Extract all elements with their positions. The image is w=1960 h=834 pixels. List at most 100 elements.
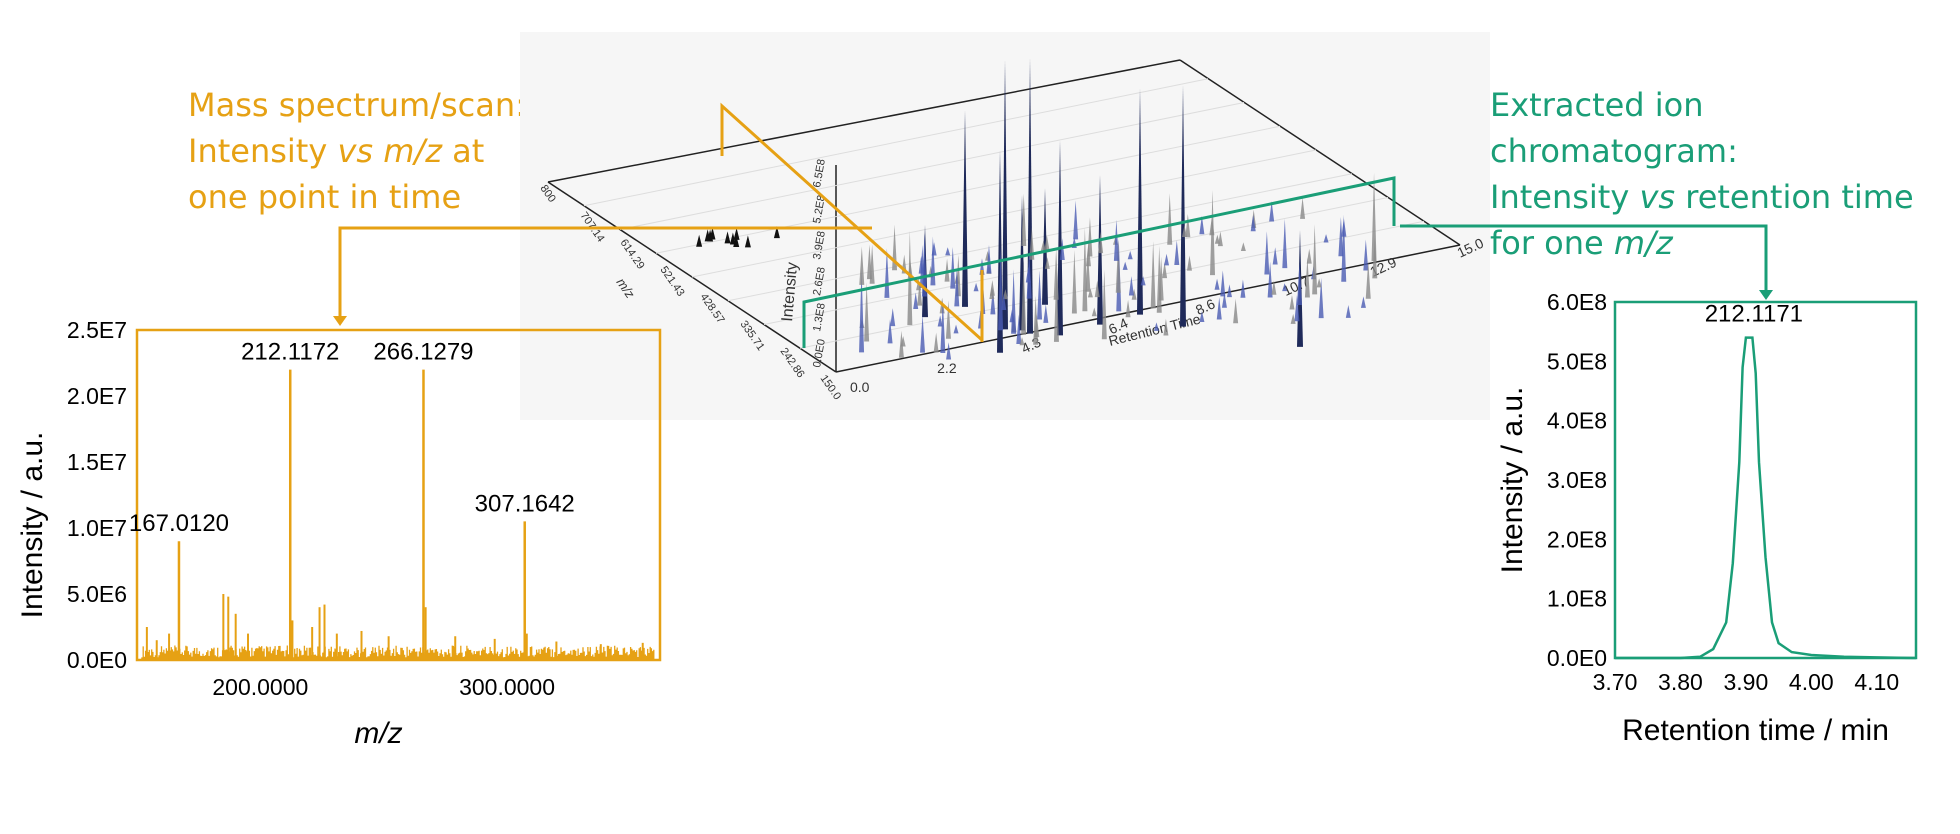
surface3d-peak	[729, 232, 736, 245]
surface3d-peak	[1371, 172, 1377, 262]
xic-y-tick-label: 4.0E8	[1547, 408, 1607, 434]
surface3d-peak	[773, 226, 780, 239]
xic-plot-frame	[1613, 300, 1918, 660]
surface3d-peak	[1019, 337, 1025, 346]
surface3d-peak	[1226, 284, 1232, 298]
surface3d-peak	[1021, 259, 1027, 335]
surface3d-peak	[709, 227, 716, 240]
xic-y-tick-label: 3.0E8	[1547, 467, 1607, 493]
xic-y-tick-label: 6.0E8	[1547, 289, 1607, 315]
surface3d-peak	[1053, 271, 1059, 342]
xic-slice-bracket	[802, 176, 1396, 348]
surface3d-peak	[1127, 250, 1133, 260]
surface3d-peak	[1199, 311, 1205, 322]
xic-y-tick-label: 0.0E0	[1547, 645, 1607, 671]
surface3d-peak	[1282, 218, 1288, 269]
surface3d-peak	[1316, 278, 1322, 288]
xic-caption-line2: Intensity vs retention time	[1490, 178, 1914, 216]
surface3d-peak	[1240, 242, 1246, 252]
ms-peak-label: 167.0120	[129, 510, 229, 537]
surface3d-rt-axis	[835, 244, 1461, 373]
surface3d-peak	[1167, 193, 1173, 245]
surface3d-peak	[990, 288, 996, 315]
surface3d-peak	[1185, 213, 1191, 238]
surface3d-peak	[1053, 248, 1059, 300]
surface3d-intensity-tick-label: 1.3E8	[811, 302, 828, 332]
surface3d-intensity-tick-label: 0.0E0	[811, 338, 828, 368]
ms-y-tick-label: 5.0E6	[67, 581, 127, 607]
surface3d-grid-line	[583, 78, 1209, 207]
surface3d-intensity-label: Intensity	[779, 262, 801, 323]
surface3d-peak	[986, 245, 992, 274]
xic-caption-line3: for one m/z	[1490, 224, 1673, 262]
surface3d-peak	[1122, 261, 1128, 270]
surface3d-peak	[945, 300, 951, 339]
ms-noise	[141, 645, 655, 660]
surface3d-peak	[945, 247, 951, 256]
ms-y-tick-label: 0.0E0	[67, 647, 127, 673]
ms-x-axis-label: m/z	[354, 717, 402, 750]
surface3d-peak	[940, 300, 946, 353]
surface3d-peak	[1220, 270, 1226, 297]
mass-spectrum-chart: 167.0120 212.1172 266.1279 307.1642 0.0E0 5.0…	[16, 317, 662, 750]
surface3d-peak	[1037, 270, 1043, 320]
surface3d-peak	[1289, 295, 1295, 310]
xic-peak-label: 212.1171	[1705, 301, 1803, 328]
surface3d-peak	[1029, 227, 1035, 260]
surface3d-peak	[1300, 197, 1306, 219]
surface3d-peak	[989, 280, 995, 296]
surface3d-peak	[946, 342, 952, 360]
surface3d-peak	[1338, 217, 1344, 257]
surface3d-peak	[1216, 297, 1222, 320]
surface3d-back-edge	[547, 59, 1181, 183]
surface3d-peak	[1312, 224, 1318, 295]
surface3d-peak	[1233, 298, 1239, 324]
surface3d-intensity-tick-label: 2.6E8	[811, 266, 828, 296]
ms-connector	[338, 102, 984, 342]
surface3d-peak	[724, 231, 731, 244]
surface3d-peak	[1345, 305, 1351, 318]
xic-x-tick-label: 4.00	[1789, 669, 1834, 695]
surface3d-peak	[1044, 257, 1050, 269]
surface3d-peak	[1113, 219, 1119, 261]
surface3d-peak	[918, 255, 924, 274]
surface3d-peak	[1021, 193, 1027, 246]
surface3d-peak	[1323, 234, 1329, 243]
surface3d-peak	[1269, 201, 1275, 222]
surface3d-rt-tick-label: 0.0	[850, 379, 870, 395]
surface3d-peak	[1290, 313, 1296, 324]
surface3d-peak	[733, 227, 740, 240]
surface3d-intensity-tick-label: 3.9E8	[811, 230, 828, 260]
surface3d-peak	[1137, 88, 1143, 315]
surface3d-peak	[1001, 293, 1007, 311]
xic-caption-line1: Extracted ion chromatogram:	[1490, 86, 1738, 170]
surface3d-peak	[1115, 239, 1121, 293]
surface3d-rt-tick-label: 6.4	[1106, 314, 1131, 337]
surface3d-peak	[1282, 283, 1288, 292]
xic-arrow-head	[1759, 290, 1773, 300]
surface3d-grid-line	[655, 125, 1281, 254]
surface3d-peak	[704, 229, 711, 242]
surface3d-grid-line	[727, 173, 1353, 302]
surface3d-peak	[1131, 288, 1137, 300]
xic-connector	[802, 176, 1768, 348]
surface3d-peak	[1087, 217, 1093, 257]
surface3d-peak	[864, 282, 870, 342]
xic-x-tick-label: 3.90	[1723, 669, 1768, 695]
surface3d-peak	[1040, 240, 1046, 251]
surface3d-peak	[1264, 231, 1270, 275]
surface3d-peak	[869, 244, 875, 284]
surface3d-peak	[1180, 85, 1186, 327]
surface3d-peak	[1043, 304, 1049, 323]
ms-caption-line3: one point in time	[188, 178, 462, 216]
xic-trace	[1615, 336, 1917, 660]
surface3d-peak	[1162, 262, 1168, 279]
surface3d-peak	[1158, 256, 1164, 301]
ms-arrow-line	[338, 226, 872, 320]
surface3d-peak	[1094, 280, 1100, 298]
surface3d-peak	[1163, 318, 1169, 336]
surface3d-peak	[1034, 314, 1040, 338]
surface3d-peak	[1296, 262, 1302, 305]
surface3d-peak	[1209, 216, 1215, 236]
